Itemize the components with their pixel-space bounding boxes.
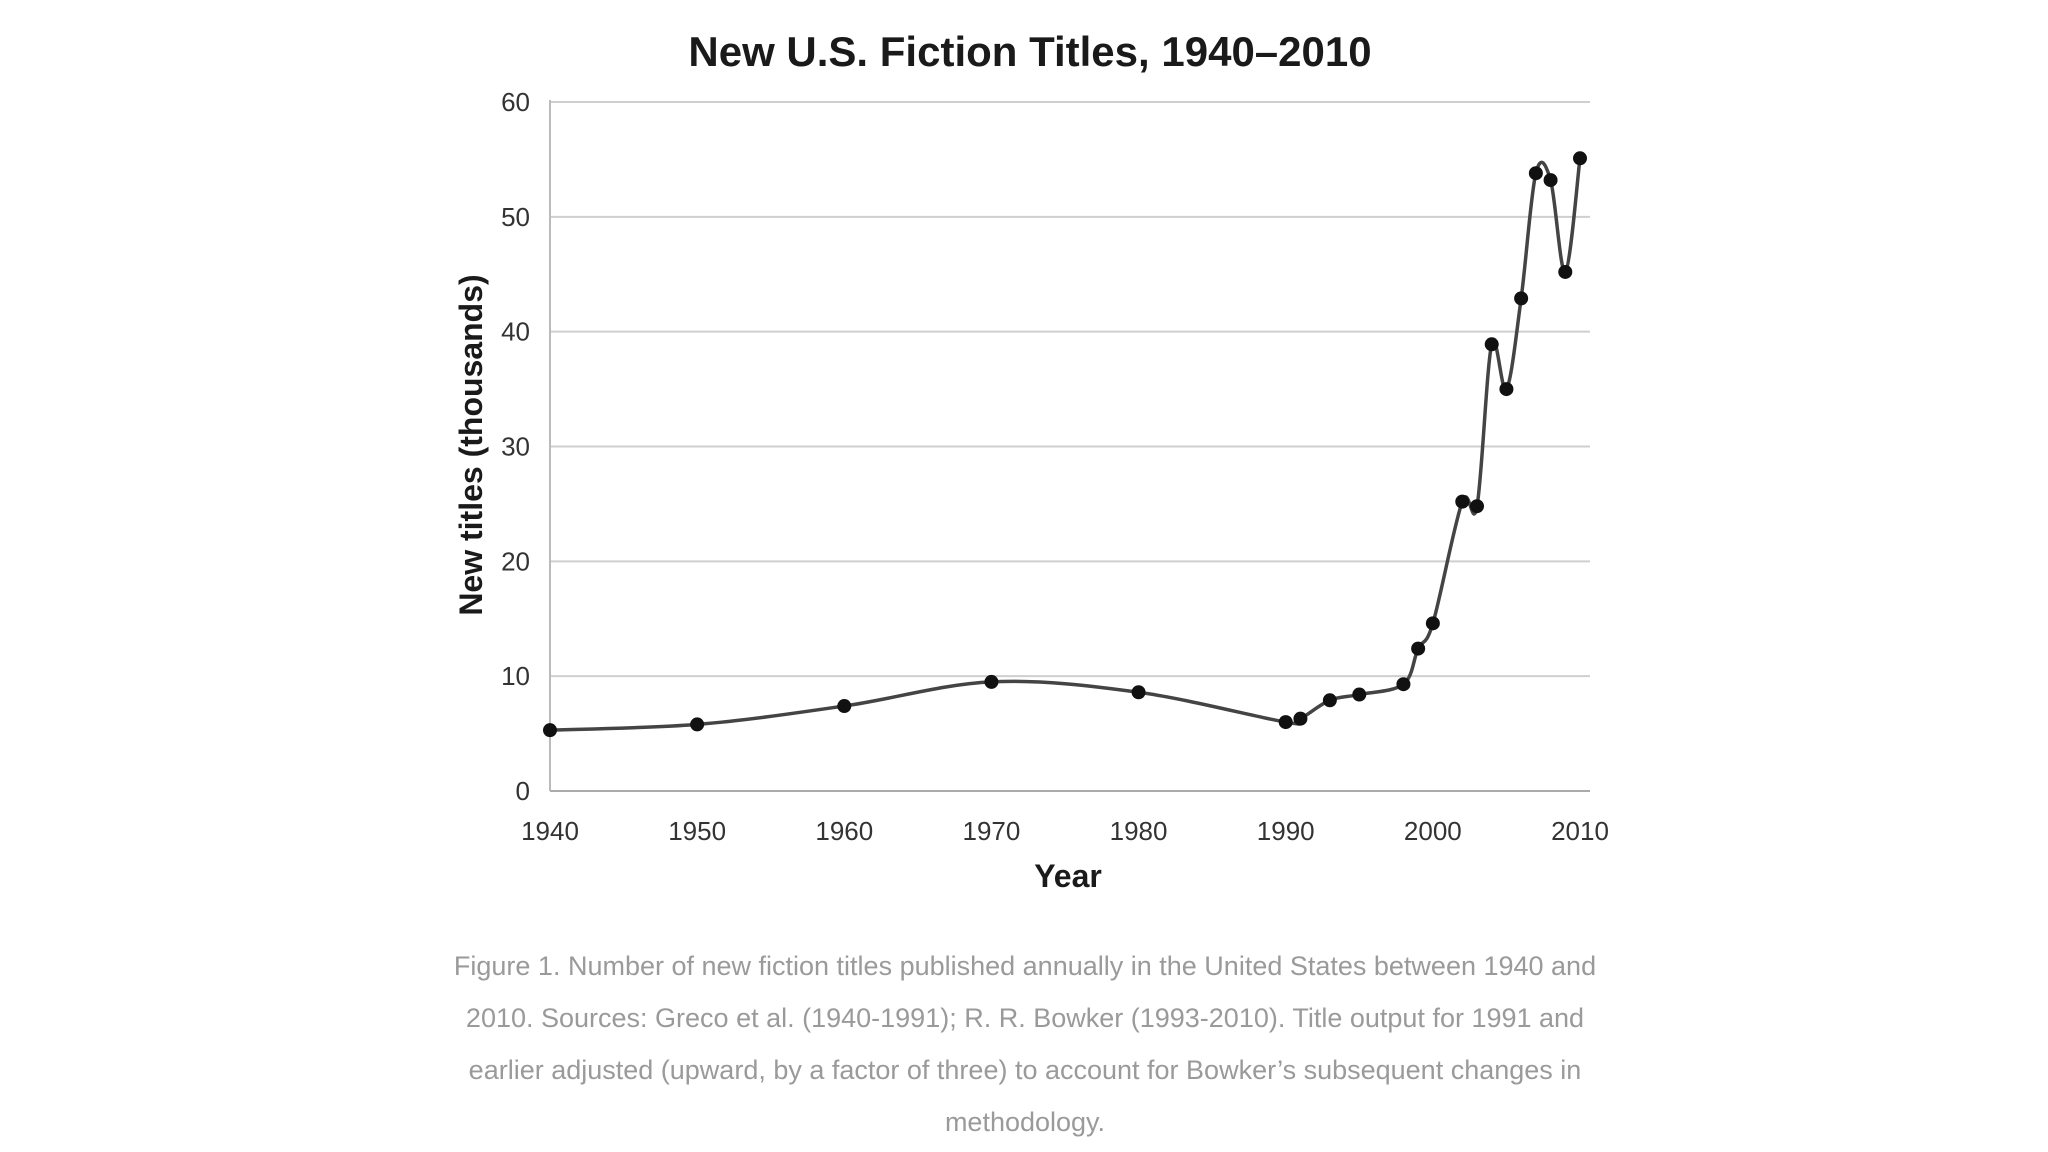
- data-point-2004: [1484, 337, 1499, 352]
- data-point-1970: [984, 674, 999, 689]
- data-point-1940: [543, 723, 557, 738]
- data-point-1995: [1352, 687, 1367, 702]
- data-point-2009: [1558, 264, 1573, 279]
- data-point-2003: [1470, 499, 1484, 514]
- x-tick-labels: 1940 1950 1960 1970 1980 1990 2000 2010: [521, 816, 1609, 846]
- x-tick-label: 1950: [668, 816, 726, 846]
- data-point-1993: [1322, 693, 1337, 708]
- x-tick-label: 1980: [1110, 816, 1168, 846]
- data-point-2006: [1514, 291, 1529, 306]
- x-tick-label: 1990: [1257, 816, 1315, 846]
- y-tick-label: 50: [501, 202, 530, 232]
- x-axis-label: Year: [1034, 858, 1102, 894]
- y-tick-label: 10: [501, 661, 530, 691]
- data-point-2010: [1573, 151, 1587, 166]
- y-tick-label: 0: [516, 776, 530, 806]
- data-series: [548, 156, 1582, 732]
- y-tick-label: 40: [501, 317, 530, 347]
- x-tick-label: 2010: [1551, 816, 1609, 846]
- data-point-1990: [1278, 715, 1293, 730]
- fiction-titles-chart: New U.S. Fiction Titles, 1940–2010 0 10 20…: [453, 28, 1609, 894]
- data-point-1998: [1396, 677, 1411, 692]
- gridlines: [550, 101, 1590, 792]
- x-tick-label: 1960: [815, 816, 873, 846]
- series-line: [548, 156, 1582, 732]
- data-point-2002: [1455, 494, 1470, 509]
- figure-caption: Figure 1. Number of new fiction titles p…: [453, 951, 1597, 1137]
- x-tick-label: 1940: [521, 816, 579, 846]
- y-tick-labels: 0 10 20 30 40 50 60: [501, 87, 530, 806]
- x-tick-label: 2000: [1404, 816, 1462, 846]
- data-markers: [543, 151, 1587, 738]
- y-tick-label: 30: [501, 432, 530, 462]
- chart-title: New U.S. Fiction Titles, 1940–2010: [688, 28, 1371, 75]
- data-point-2007: [1528, 166, 1543, 181]
- data-point-1999: [1411, 641, 1426, 656]
- data-point-2008: [1543, 173, 1558, 188]
- data-point-2005: [1499, 382, 1514, 397]
- y-tick-label: 20: [501, 546, 530, 576]
- data-point-1950: [690, 717, 705, 732]
- data-point-1991: [1293, 711, 1308, 726]
- y-axis-label: New titles (thousands): [453, 274, 489, 615]
- data-point-2000: [1425, 616, 1440, 631]
- data-point-1960: [837, 699, 852, 714]
- x-tick-label: 1970: [963, 816, 1021, 846]
- data-point-1980: [1131, 685, 1146, 700]
- y-tick-label: 60: [501, 87, 530, 117]
